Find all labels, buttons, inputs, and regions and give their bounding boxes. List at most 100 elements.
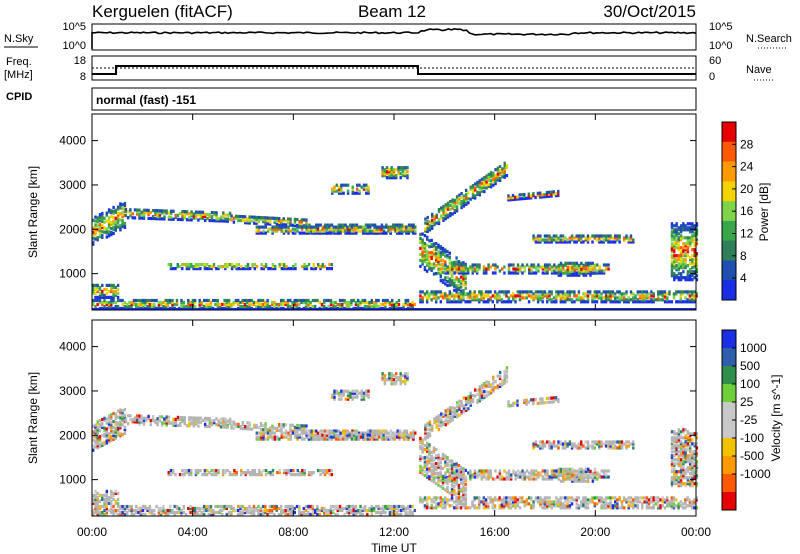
- scatter-cell: [282, 225, 286, 229]
- scatter-cell: [482, 292, 485, 296]
- scatter-cell: [441, 250, 445, 254]
- scatter-cell: [140, 416, 143, 420]
- scatter-cell: [187, 300, 190, 305]
- scatter-cell: [289, 423, 292, 427]
- scatter-cell: [246, 469, 250, 473]
- scatter-cell: [210, 219, 214, 223]
- scatter-cell: [292, 469, 295, 473]
- scatter-cell: [351, 391, 354, 395]
- scatter-cell: [457, 298, 461, 302]
- scatter-cell: [419, 290, 422, 294]
- scatter-cell: [194, 473, 198, 477]
- scatter-cell: [174, 473, 177, 477]
- scatter-cell: [305, 433, 308, 437]
- scatter-cell: [391, 508, 394, 513]
- scatter-cell: [316, 229, 320, 233]
- scatter-cell: [363, 300, 367, 305]
- scatter-cell: [196, 263, 200, 267]
- scatter-cell: [666, 298, 669, 302]
- scatter-cell: [377, 229, 381, 233]
- scatter-cell: [684, 262, 687, 266]
- scatter-cell: [105, 295, 108, 299]
- scatter-cell: [478, 387, 481, 391]
- scatter-cell: [439, 485, 442, 489]
- scatter-cell: [391, 435, 394, 439]
- scatter-cell: [280, 427, 283, 431]
- scatter-cell: [391, 298, 394, 303]
- scatter-cell: [689, 262, 692, 266]
- scatter-cell: [501, 267, 504, 271]
- scatter-cell: [521, 290, 524, 294]
- scatter-cell: [428, 255, 431, 259]
- scatter-cell: [455, 197, 459, 201]
- scatter-cell: [483, 394, 486, 398]
- scatter-cell: [525, 263, 529, 267]
- scatter-cell: [446, 279, 449, 284]
- scatter-cell: [593, 292, 596, 296]
- scatter-cell: [94, 431, 97, 435]
- scatter-cell: [693, 224, 696, 228]
- scatter-cell: [426, 237, 429, 241]
- scatter-cell: [591, 234, 594, 238]
- scatter-cell: [300, 435, 304, 439]
- scatter-cell: [693, 242, 696, 246]
- scatter-cell: [332, 508, 335, 513]
- scatter-cell: [503, 377, 506, 381]
- scatter-cell: [123, 504, 127, 509]
- scatter-cell: [459, 261, 463, 265]
- scatter-cell: [381, 510, 385, 515]
- scatter-cell: [448, 473, 451, 477]
- scatter-cell: [460, 400, 463, 404]
- scatter-cell: [439, 475, 442, 479]
- scatter-cell: [185, 210, 189, 214]
- scatter-cell: [414, 225, 417, 229]
- colorbar-tick-label: 12: [740, 227, 754, 241]
- scatter-cell: [266, 229, 270, 233]
- scatter-cell: [350, 504, 353, 509]
- scatter-cell: [133, 216, 137, 220]
- scatter-cell: [480, 397, 484, 401]
- scatter-cell: [409, 229, 412, 233]
- scatter-cell: [266, 437, 270, 441]
- scatter-cell: [213, 213, 216, 217]
- scatter-cell: [453, 462, 456, 466]
- scatter-cell: [450, 487, 454, 491]
- scatter-cell: [627, 238, 630, 242]
- scatter-cell: [361, 512, 364, 517]
- scatter-cell: [426, 447, 429, 451]
- scatter-cell: [138, 214, 141, 218]
- scatter-cell: [675, 266, 678, 270]
- scatter-cell: [107, 497, 111, 501]
- scatter-cell: [232, 508, 235, 513]
- scatter-cell: [679, 256, 683, 260]
- scatter-cell: [437, 257, 440, 261]
- scatter-cell: [469, 399, 472, 403]
- scatter-cell: [150, 298, 154, 303]
- scatter-cell: [300, 227, 304, 231]
- scatter-cell: [210, 473, 213, 477]
- scatter-cell: [439, 300, 442, 304]
- scatter-cell: [278, 227, 281, 231]
- scatter-cell: [266, 300, 269, 305]
- scatter-cell: [298, 504, 301, 509]
- scatter-cell: [465, 200, 468, 204]
- scatter-cell: [92, 499, 95, 503]
- scatter-cell: [206, 469, 209, 473]
- scatter-cell: [689, 268, 692, 272]
- scatter-cell: [586, 294, 590, 298]
- scatter-cell: [439, 292, 442, 296]
- scatter-cell: [462, 489, 465, 493]
- scatter-cell: [668, 300, 671, 304]
- scatter-cell: [149, 216, 152, 221]
- scatter-cell: [381, 170, 384, 174]
- scatter-cell: [183, 418, 186, 422]
- scatter-cell: [536, 294, 540, 298]
- scatter-cell: [284, 508, 287, 513]
- scatter-cell: [381, 506, 385, 511]
- scatter-cell: [289, 217, 292, 221]
- scatter-cell: [357, 437, 360, 441]
- scatter-cell: [419, 240, 422, 244]
- scatter-cell: [632, 298, 635, 302]
- scatter-cell: [645, 300, 649, 304]
- scatter-cell: [187, 267, 191, 271]
